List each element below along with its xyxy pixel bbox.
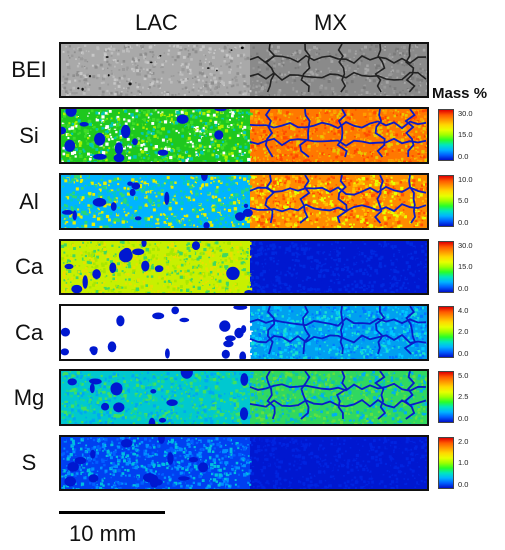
- color-scale-legend-5: 5.0 2.5 0.0: [438, 371, 504, 427]
- row-label-ca-3: Ca: [14, 254, 44, 279]
- scale-tick-label: 1.0: [458, 458, 469, 467]
- row-label-al-2: Al: [19, 188, 39, 214]
- scale-tick-label: 30.0: [458, 109, 473, 118]
- color-scale-legend-6: 2.0 1.0 0.0: [438, 437, 504, 493]
- color-scale-legend-3: 30.0 15.0 0.0: [438, 241, 504, 297]
- color-scale-bar: [438, 109, 454, 161]
- scale-tick-label: 15.0: [458, 130, 473, 139]
- scale-bar: [59, 511, 165, 514]
- map-panel-ca-3: [59, 239, 429, 295]
- map-panel-al-2: [59, 173, 429, 230]
- scale-tick-label: 5.0: [458, 371, 469, 380]
- map-panel-si-1: [59, 107, 429, 164]
- scale-tick-label: 0.0: [458, 218, 469, 227]
- color-scale-bar: [438, 241, 454, 293]
- map-panel-ca-4: [59, 304, 429, 361]
- scale-tick-label: 4.0: [458, 306, 469, 315]
- color-scale-legend-4: 4.0 2.0 0.0: [438, 306, 504, 362]
- scale-tick-label: 2.5: [458, 392, 469, 401]
- row-label-s-6: S: [21, 450, 37, 475]
- column-header-mx: MX: [314, 10, 347, 35]
- row-label-ca-4: Ca: [14, 319, 44, 345]
- map-panel-bei-0: [59, 42, 429, 98]
- scale-tick-label: 0.0: [458, 480, 469, 489]
- color-scale-legend-1: 30.0 15.0 0.0: [438, 109, 504, 165]
- mass-percent-title: Mass %: [432, 85, 488, 102]
- scale-tick-label: 5.0: [458, 196, 469, 205]
- scale-tick-label: 15.0: [458, 262, 473, 271]
- map-panel-s-6: [59, 435, 429, 491]
- column-header-lac: LAC: [135, 10, 178, 35]
- scale-tick-label: 2.0: [458, 437, 469, 446]
- color-scale-legend-2: 10.0 5.0 0.0: [438, 175, 504, 231]
- row-label-bei-0: BEI: [11, 57, 47, 82]
- color-scale-bar: [438, 306, 454, 358]
- scale-tick-label: 30.0: [458, 241, 473, 250]
- scale-tick-label: 10.0: [458, 175, 473, 184]
- scale-tick-label: 0.0: [458, 414, 469, 423]
- map-panel-mg-5: [59, 369, 429, 426]
- row-label-mg-5: Mg: [13, 384, 45, 410]
- color-scale-bar: [438, 175, 454, 227]
- scale-tick-label: 0.0: [458, 349, 469, 358]
- scale-tick-label: 2.0: [458, 327, 469, 336]
- scale-tick-label: 0.0: [458, 284, 469, 293]
- color-scale-bar: [438, 371, 454, 423]
- color-scale-bar: [438, 437, 454, 489]
- scale-bar-label: 10 mm: [69, 521, 137, 546]
- scale-tick-label: 0.0: [458, 152, 469, 161]
- row-label-si-1: Si: [19, 122, 39, 148]
